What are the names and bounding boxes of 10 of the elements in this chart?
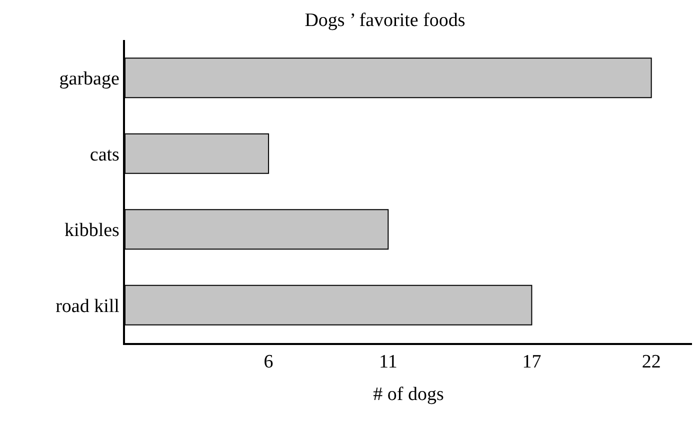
y-tick-label: kibbles bbox=[64, 220, 120, 242]
y-tick-label: cats bbox=[90, 144, 120, 166]
y-tick-label: garbage bbox=[59, 68, 120, 90]
x-tick-label: 11 bbox=[379, 352, 398, 373]
x-tick-label: 17 bbox=[522, 352, 542, 373]
chart-title: Dogs ’ favorite foods bbox=[304, 10, 466, 31]
x-tick-label: 22 bbox=[642, 352, 661, 373]
x-axis-title: # of dogs bbox=[373, 384, 444, 405]
x-tick-label: 6 bbox=[264, 352, 274, 373]
y-tick-label: road kill bbox=[56, 296, 120, 317]
